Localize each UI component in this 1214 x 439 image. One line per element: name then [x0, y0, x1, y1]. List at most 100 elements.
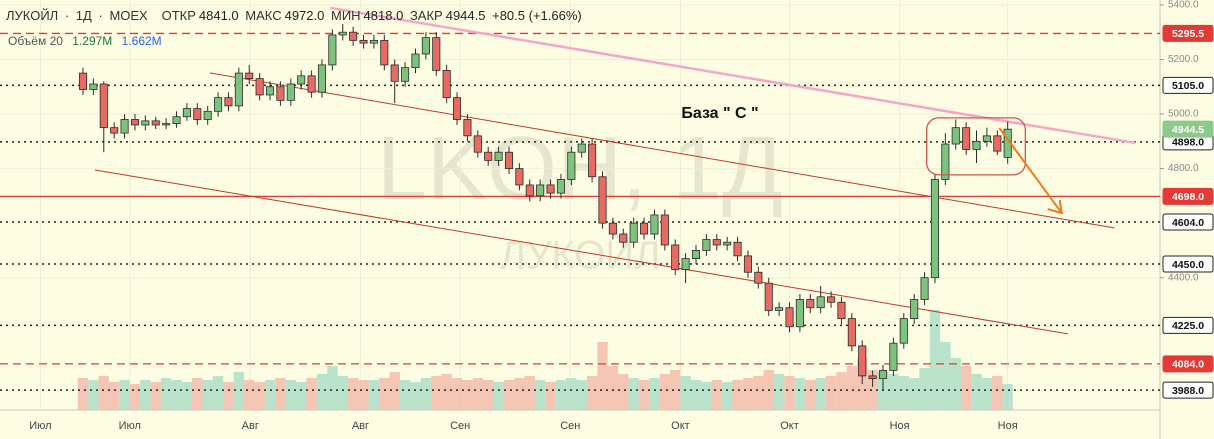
volume-bar — [399, 380, 411, 410]
volume-bar — [1002, 384, 1013, 410]
interval: 1Д — [75, 8, 92, 23]
volume-bar — [888, 374, 899, 410]
candle-body — [806, 299, 815, 309]
candle-body — [297, 75, 306, 85]
volume-bar — [202, 380, 213, 410]
ohlc-value: 4841.0 — [198, 8, 239, 23]
volume-bar — [368, 380, 380, 410]
volume-bar — [534, 380, 546, 410]
volume-value: 1.297M — [72, 34, 113, 48]
candle-body — [889, 342, 898, 371]
volume-bar — [451, 378, 463, 410]
candle-body — [99, 83, 108, 129]
candle-body — [89, 83, 98, 90]
candle-body — [536, 184, 545, 197]
candle-body — [203, 110, 212, 120]
candle-body — [307, 75, 316, 93]
volume-bar — [877, 372, 889, 410]
volume-bar — [472, 378, 484, 410]
volume-bar — [181, 382, 193, 410]
candle-body — [276, 86, 285, 101]
y-tick-label: 4400.0 — [1168, 272, 1199, 283]
price-label: 4698.0 — [1172, 191, 1204, 203]
annotation: База " С " — [681, 105, 758, 122]
price-label: 4084.0 — [1172, 359, 1204, 371]
separator: · — [64, 8, 70, 23]
candle-body — [151, 120, 160, 126]
volume-bar — [815, 378, 826, 410]
candle-body — [650, 214, 659, 235]
volume-ma: 1.662M — [121, 34, 162, 48]
price-label-box — [1162, 120, 1214, 138]
volume-bar — [607, 366, 619, 410]
candle-body — [702, 239, 711, 251]
volume-bar — [441, 374, 452, 410]
volume-bar — [358, 380, 369, 410]
candle-body — [110, 127, 119, 134]
y-tick-label: 5400.0 — [1168, 0, 1199, 11]
volume-bar — [732, 380, 743, 410]
price-label: 5295.5 — [1172, 28, 1204, 40]
candle-body — [504, 151, 514, 169]
candle-body — [910, 299, 919, 320]
candle-body — [453, 97, 462, 120]
volume-bar — [410, 382, 421, 410]
volume-bar — [846, 366, 858, 410]
candle-body — [930, 179, 939, 279]
candle-body — [380, 39, 389, 66]
candle-body — [245, 72, 254, 79]
volume-bar — [690, 380, 702, 410]
price-label-box — [1162, 316, 1214, 334]
candle-body — [141, 120, 150, 126]
ohlc-label: МИН — [330, 8, 361, 23]
candle-body — [494, 151, 503, 161]
volume-bar — [971, 374, 982, 410]
separator: · — [98, 8, 103, 23]
volume-bar — [576, 380, 587, 410]
candle-body — [982, 135, 991, 142]
candle-body — [733, 241, 742, 257]
candle-body — [691, 250, 701, 260]
candle-body — [120, 119, 129, 134]
candle-body — [473, 135, 482, 153]
legend-header: ЛУКОЙЛ · 1Д · MOEX ОТКР 4841.0 МАКС 4972.0… — [6, 8, 585, 23]
candle-body — [598, 176, 607, 224]
candle-body — [172, 116, 181, 124]
trend-line — [94, 169, 1069, 335]
x-tick-label: Ноя — [998, 420, 1018, 432]
volume-bar — [77, 378, 89, 410]
price-label: 5105.0 — [1172, 80, 1204, 92]
ohlc-value: 4944.5 — [445, 8, 486, 23]
price-label-box — [1162, 187, 1214, 205]
arrow-head — [1047, 199, 1063, 215]
candle-body — [369, 39, 378, 44]
volume-bar — [171, 380, 182, 410]
x-tick-label: Июл — [29, 420, 51, 432]
candle-body — [743, 255, 752, 273]
y-tick-label: 5000.0 — [1168, 109, 1199, 120]
candle-body — [567, 151, 576, 180]
trend-line — [330, 6, 1136, 145]
volume-bar — [919, 368, 930, 410]
price-label: 4225.0 — [1172, 320, 1204, 332]
volume-bar — [794, 378, 806, 410]
candle-body — [837, 301, 846, 320]
volume-bar — [545, 382, 556, 410]
candle-body — [785, 307, 794, 328]
volume-bar — [618, 374, 629, 410]
ohlc-label: ОТКР — [161, 8, 196, 23]
price-label: 4898.0 — [1172, 137, 1204, 149]
volume-bar — [825, 376, 837, 410]
volume-bar — [389, 372, 400, 410]
volume-bar — [254, 382, 265, 410]
candle-body — [660, 214, 669, 246]
candle-body — [556, 179, 565, 194]
price-label-box — [1162, 213, 1214, 231]
x-tick-label: Сен — [560, 420, 580, 432]
candle-body — [390, 64, 399, 82]
candle-body — [608, 222, 617, 235]
candle-body — [951, 127, 960, 145]
volume-bar — [503, 380, 515, 410]
price-label: 4450.0 — [1172, 259, 1204, 271]
